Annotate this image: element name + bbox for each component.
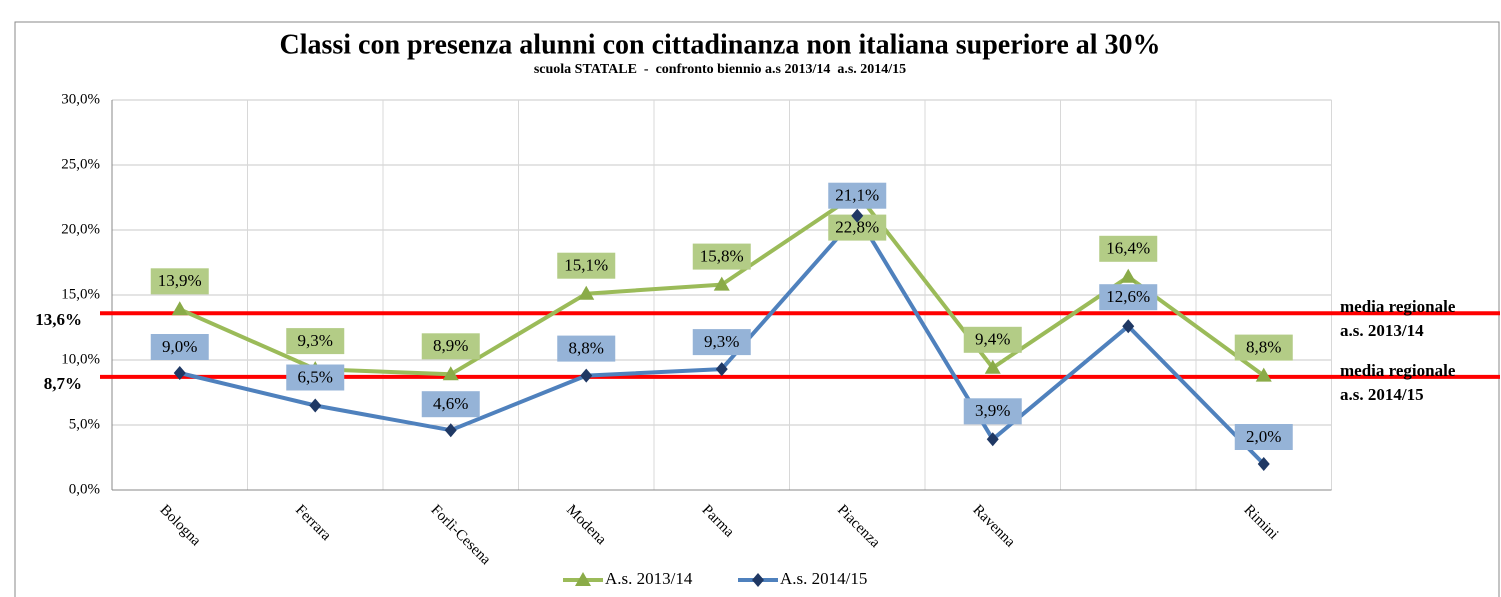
legend-label: A.s. 2014/15 [780,569,867,588]
label-box [286,328,345,355]
label-box [692,329,751,356]
marker [580,368,593,383]
data-label: 13,9% [158,271,202,290]
y-tick-label: 20,0% [61,221,100,237]
data-label: 3,9% [975,401,1010,420]
reference-text: a.s. 2014/15 [1340,385,1424,404]
label-box [1099,284,1158,311]
reference-value-label: 13,6% [35,310,82,329]
label-box [421,333,480,360]
label-box [963,398,1022,425]
marker [171,301,188,316]
reference-text: a.s. 2013/14 [1340,321,1424,340]
legend-label: A.s. 2013/14 [605,569,693,588]
label-box [828,182,887,209]
data-label: 2,0% [1246,427,1281,446]
reference-text: media regionale [1340,297,1456,316]
data-label: 16,4% [1106,239,1150,258]
marker [1255,367,1272,382]
data-label: 9,3% [704,332,739,351]
reference-value-label: 8,7% [44,374,82,393]
label-box [557,252,616,279]
data-label: 4,6% [433,394,468,413]
marker [309,398,322,413]
label-box [1234,334,1293,361]
label-box [557,335,616,362]
marker [984,359,1001,374]
marker [752,573,764,587]
marker [1257,457,1270,471]
y-tick-label: 15,0% [61,286,100,302]
label-box [1234,424,1293,450]
data-label: 8,8% [569,339,604,358]
marker [173,366,186,380]
y-tick-label: 10,0% [61,351,100,367]
chart-frame [14,21,1500,597]
data-label: 15,8% [700,247,744,266]
data-label: 22,8% [835,218,879,237]
chart-title: Classi con presenza alunni con cittadina… [279,29,1160,60]
marker [1122,319,1135,334]
reference-text: media regionale [1340,361,1456,380]
marker [715,362,728,377]
y-tick-label: 25,0% [61,156,100,172]
data-label: 8,9% [433,336,468,355]
label-box [963,326,1022,353]
data-label: 15,1% [564,256,608,275]
label-box [1099,235,1158,262]
y-tick-label: 30,0% [61,91,100,107]
label-box [150,334,209,360]
marker [578,285,595,300]
data-label: 21,1% [835,186,879,205]
marker [444,423,457,438]
chart-subtitle: scuola STATALE - confronto biennio a.s 2… [534,62,906,77]
marker [1120,268,1137,283]
label-box [150,268,209,295]
data-label: 9,4% [975,330,1010,349]
label-box [286,364,345,391]
marker [575,572,591,586]
y-tick-label: 0,0% [69,481,100,497]
data-label: 8,8% [1246,338,1281,357]
label-box [421,391,480,418]
data-label: 9,0% [162,337,197,356]
data-label: 6,5% [298,367,333,386]
y-tick-label: 5,0% [69,416,100,432]
data-label: 9,3% [298,331,333,350]
marker [713,276,730,291]
data-label: 12,6% [1106,287,1150,306]
marker [851,208,864,223]
marker [986,432,999,447]
marker [442,366,459,381]
label-box [692,243,751,270]
